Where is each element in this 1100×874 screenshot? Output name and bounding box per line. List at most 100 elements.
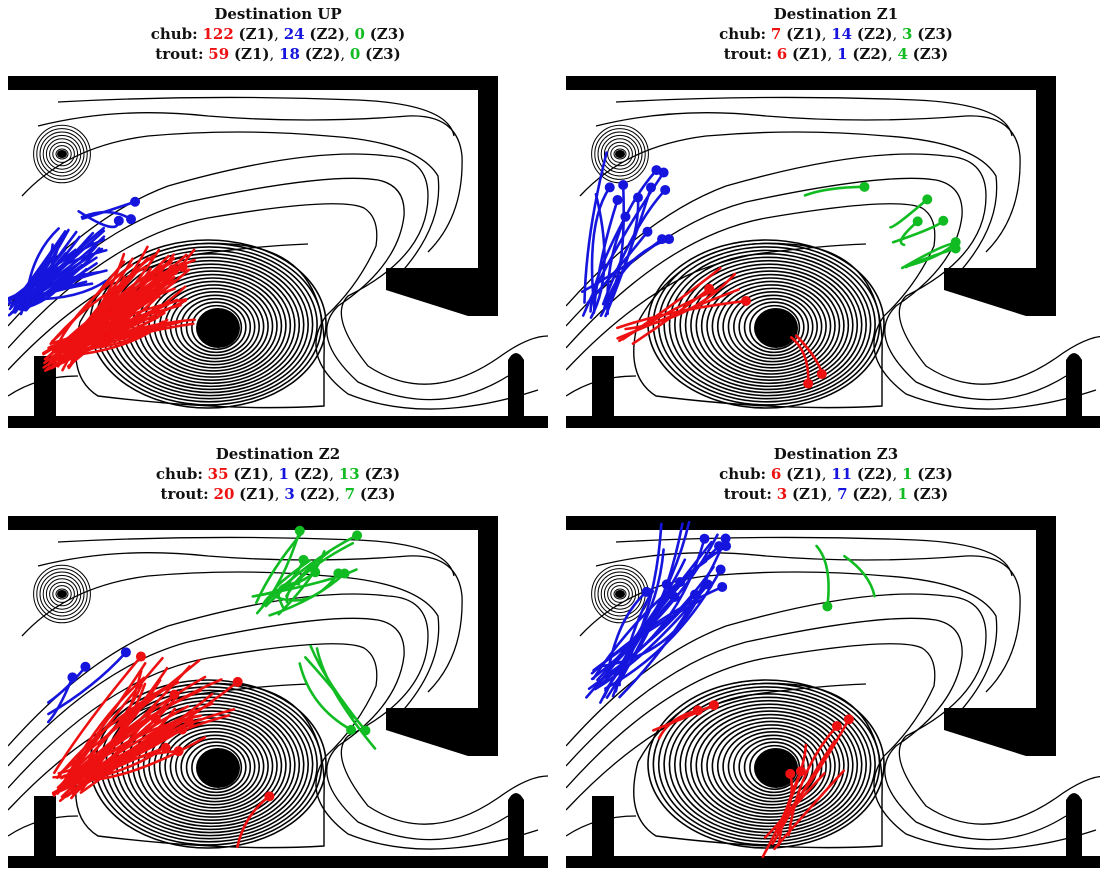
panel-destination-z1: Destination Z1 chub: 7 (Z1), 14 (Z2), 3 …: [566, 4, 1100, 434]
fish-track: [81, 200, 137, 220]
track-endpoint: [912, 216, 923, 227]
top-wall: [566, 516, 1056, 530]
red-tracks: [616, 266, 827, 389]
track-endpoint: [113, 215, 124, 226]
upper-eddy: [33, 564, 91, 624]
red-tracks: [42, 245, 196, 372]
vortex-ring: [711, 720, 832, 812]
vortex-ring: [700, 273, 841, 378]
vortex-ring: [185, 741, 247, 794]
vortex-ring: [733, 294, 814, 360]
fish-track: [593, 583, 710, 691]
fish-track: [583, 151, 608, 304]
channel-geometry: [8, 516, 548, 868]
eddy-ring: [45, 138, 79, 170]
main-vortex: [633, 679, 885, 849]
green-tracks: [815, 544, 876, 612]
fish-track: [761, 743, 808, 859]
track-endpoint: [785, 768, 796, 779]
eddy-ring: [610, 585, 630, 603]
fish-track: [274, 559, 311, 592]
eddy-ring: [607, 141, 633, 167]
vortex-ring: [706, 277, 836, 375]
streamline: [8, 243, 309, 371]
track-endpoint: [642, 226, 653, 237]
streamline: [37, 112, 463, 253]
fish-track: [8, 239, 61, 317]
fish-track: [8, 246, 57, 311]
track-endpoint: [714, 541, 725, 552]
vortex-ring: [695, 270, 845, 381]
fish-track: [304, 656, 355, 719]
flow-field-diagram: [566, 76, 1100, 428]
streamline: [595, 112, 1021, 253]
fish-track: [592, 198, 619, 315]
track-endpoint: [641, 586, 652, 597]
streamline: [8, 203, 539, 410]
fish-track: [285, 550, 331, 604]
vortex-ring: [711, 280, 832, 372]
vortex-ring: [137, 710, 287, 821]
vortex-ring: [169, 731, 260, 803]
track-endpoint: [352, 530, 363, 541]
track-endpoint: [816, 369, 827, 380]
vortex-ring: [657, 246, 876, 403]
panel-title: Destination Z3: [773, 445, 899, 463]
fish-track: [616, 299, 748, 330]
track-endpoint: [715, 564, 726, 575]
panel-title: Destination Z2: [215, 445, 341, 463]
streamline: [8, 153, 548, 385]
fish-track: [53, 675, 207, 796]
vortex-ring: [684, 703, 854, 828]
eddy-ring: [45, 578, 79, 610]
vortex-ring: [749, 304, 801, 351]
eddy-ring: [597, 571, 643, 617]
fish-track: [589, 192, 606, 319]
track-endpoint: [803, 378, 814, 389]
right-wall: [1036, 516, 1056, 716]
streamline: [566, 177, 1067, 401]
eddy-ring: [52, 585, 72, 603]
vortex-core: [754, 308, 798, 348]
track-endpoint: [168, 264, 179, 275]
streamline: [8, 375, 79, 397]
vortex-ring: [738, 297, 810, 357]
eddy-ring: [55, 148, 69, 160]
channel-geometry: [8, 76, 548, 428]
track-endpoint: [604, 182, 615, 193]
panel-header: Destination UP chub: 122 (Z1), 24 (Z2), …: [8, 4, 548, 64]
vortex-ring: [180, 297, 252, 357]
trout-counts: trout: 6 (Z1), 1 (Z2), 4 (Z3): [723, 45, 949, 63]
vortex-ring: [716, 284, 827, 369]
eddy-ring: [52, 145, 72, 163]
red-tracks: [51, 651, 275, 849]
eddy-ring: [594, 128, 646, 180]
left-pillar: [34, 796, 56, 860]
fish-track: [47, 651, 128, 716]
eddy-ring: [613, 148, 627, 160]
trout-counts: trout: 3 (Z1), 7 (Z2), 1 (Z3): [723, 485, 949, 503]
vortex-core: [754, 748, 798, 788]
streamlines: [566, 96, 1100, 410]
eddy-ring: [33, 564, 91, 624]
vortex-ring: [690, 706, 850, 825]
track-endpoint: [346, 724, 357, 735]
vortex-ring: [153, 720, 274, 812]
streamline: [579, 131, 998, 277]
fish-track: [889, 198, 929, 229]
streamline: [8, 177, 509, 401]
eddy-ring: [603, 138, 637, 170]
fish-track: [276, 572, 340, 602]
track-endpoint: [843, 714, 854, 725]
track-endpoint: [822, 601, 833, 612]
fish-track: [616, 288, 740, 340]
track-endpoint: [859, 181, 870, 192]
fish-track: [613, 522, 684, 685]
eddy-ring: [49, 581, 75, 607]
track-endpoint: [177, 262, 188, 273]
fish-track: [900, 242, 955, 270]
vortex-ring: [663, 249, 872, 400]
right-pillar: [508, 793, 524, 860]
track-endpoint: [126, 214, 137, 225]
fish-track: [815, 544, 830, 608]
